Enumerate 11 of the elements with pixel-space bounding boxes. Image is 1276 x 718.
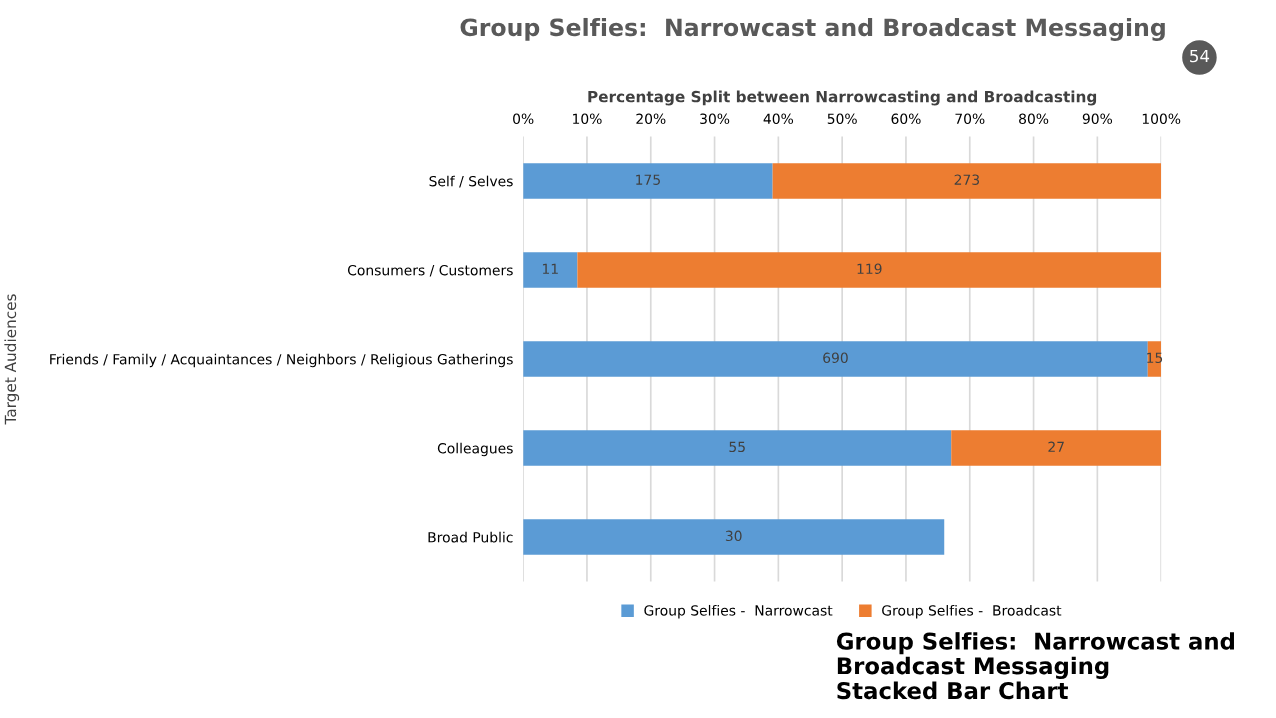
chart-title: Group Selfies: Narrowcast and Broadcast Messaging — [460, 17, 1165, 41]
bar — [951, 430, 1162, 466]
bar — [523, 341, 1148, 377]
text: 54 — [1190, 49, 1210, 63]
text: Group Selfies: Narrowcast and Broadcast Messaging Stacked Bar Chart — [836, 632, 1234, 700]
bar — [523, 252, 578, 288]
bar — [577, 252, 1162, 288]
bar — [523, 163, 773, 199]
bar — [772, 163, 1162, 199]
bar — [523, 430, 952, 466]
bar — [523, 519, 945, 555]
